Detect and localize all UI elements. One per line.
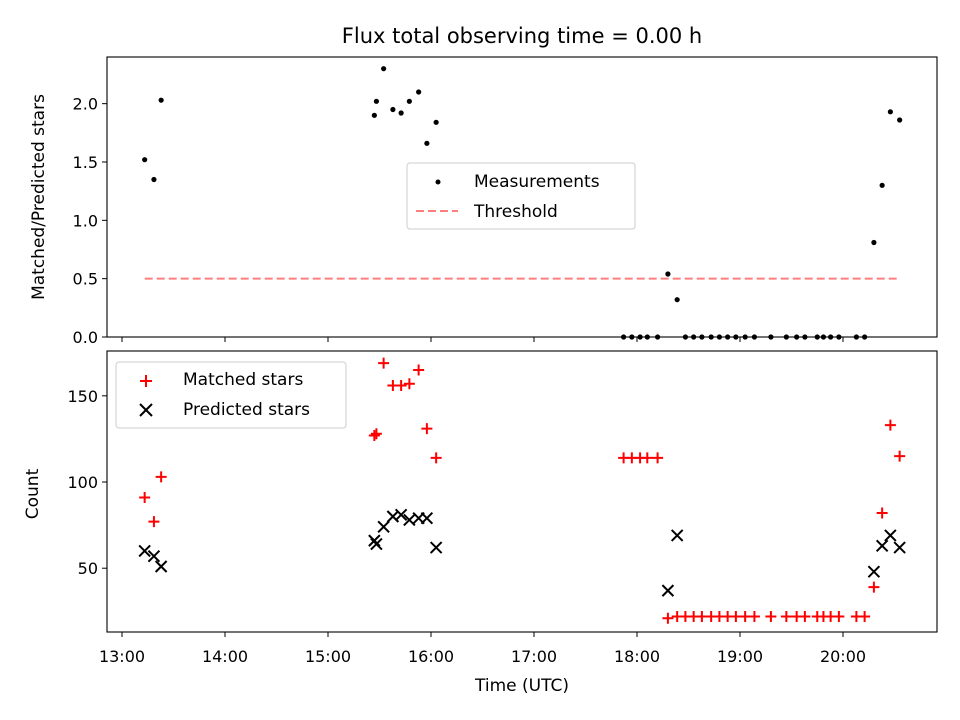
matched-star-point xyxy=(739,610,751,622)
predicted-star-point xyxy=(138,544,151,558)
predicted-star-point xyxy=(154,560,168,573)
top-panel-ylabel: Matched/Predicted stars xyxy=(29,94,49,300)
measurement-point xyxy=(381,66,387,72)
bottom-legend: Matched stars Predicted stars xyxy=(115,361,347,429)
x-tick-label: 19:00 xyxy=(717,647,763,666)
legend-label-matched-stars: Matched stars xyxy=(183,370,303,390)
matched-star-point xyxy=(652,452,664,464)
chart-title: Flux total observing time = 0.00 h xyxy=(342,24,702,48)
x-tick-label: 18:00 xyxy=(614,647,660,666)
measurement-point xyxy=(416,89,422,95)
matched-star-point xyxy=(859,610,871,622)
predicted-star-point xyxy=(884,529,897,542)
matched-star-point xyxy=(748,610,760,622)
x-tick-label: 16:00 xyxy=(408,647,454,666)
top-legend: Measurements Threshold xyxy=(406,162,636,230)
x-axis-label: Time (UTC) xyxy=(474,676,569,696)
y-tick-label: 2.0 xyxy=(73,95,98,114)
measurement-point xyxy=(871,239,877,246)
matched-star-point xyxy=(730,610,742,622)
matched-star-point xyxy=(780,610,792,622)
measurement-point xyxy=(424,140,430,146)
matched-star-point xyxy=(894,450,906,462)
measurement-point xyxy=(390,106,396,113)
predicted-star-point xyxy=(867,565,881,578)
measurement-point xyxy=(433,119,439,125)
predicted-star-point xyxy=(429,541,443,554)
measurement-point xyxy=(665,271,671,277)
measurement-point xyxy=(674,297,680,303)
matched-star-point xyxy=(139,492,151,504)
bottom-panel-frame xyxy=(106,350,938,633)
matched-star-point xyxy=(155,471,167,483)
y-tick-label: 0.5 xyxy=(73,270,98,289)
measurement-point xyxy=(142,157,148,163)
legend-label-threshold: Threshold xyxy=(473,202,558,222)
matched-star-point xyxy=(868,581,880,593)
predicted-star-point xyxy=(420,512,434,525)
x-tick-label: 14:00 xyxy=(202,647,248,666)
y-tick-label: 0.0 xyxy=(73,328,98,347)
matched-star-point xyxy=(148,516,160,528)
y-tick-label: 50 xyxy=(78,559,98,578)
predicted-star-point xyxy=(670,529,684,542)
measurement-point xyxy=(879,182,885,188)
predicted-star-point xyxy=(661,584,675,597)
top-panel-frame xyxy=(106,56,938,338)
matched-star-point xyxy=(833,610,845,622)
measurement-point xyxy=(398,110,404,116)
legend-label-measurements: Measurements xyxy=(474,172,600,192)
legend-marker-measurements xyxy=(435,179,441,185)
matched-star-point xyxy=(876,507,888,519)
matched-star-point xyxy=(430,452,442,464)
top-panel-y-ticks: 0.0 0.5 1.0 1.5 2.0 xyxy=(73,95,107,347)
predicted-star-point xyxy=(147,549,161,563)
matched-star-point xyxy=(403,378,415,390)
bottom-legend-frame xyxy=(115,361,347,429)
matched-star-point xyxy=(378,357,390,369)
predicted-star-point xyxy=(875,539,889,553)
x-tick-label: 20:00 xyxy=(820,647,866,666)
bottom-panel-y-ticks: 50 100 150 xyxy=(67,387,107,578)
matched-star-point xyxy=(421,423,433,435)
measurement-point xyxy=(151,176,157,183)
legend-marker-matched-stars xyxy=(140,375,152,387)
predicted-star-point xyxy=(394,508,408,521)
y-tick-label: 100 xyxy=(67,473,98,492)
x-tick-label: 17:00 xyxy=(511,647,557,666)
matched-star-point xyxy=(662,612,674,624)
x-axis-ticks: 13:00 14:00 15:00 16:00 17:00 18:00 19:00 20:00 xyxy=(99,337,866,666)
measurement-point xyxy=(371,112,377,118)
measurement-point xyxy=(897,117,903,123)
matched-star-point xyxy=(413,364,425,376)
top-legend-frame xyxy=(406,162,636,230)
legend-label-predicted-stars: Predicted stars xyxy=(183,400,310,420)
predicted-star-point xyxy=(893,541,906,554)
matched-star-point xyxy=(395,379,407,391)
bottom-panel-ylabel: Count xyxy=(23,468,43,519)
measurement-point xyxy=(887,109,893,115)
bottom-panel-marks xyxy=(138,357,906,624)
x-tick-label: 15:00 xyxy=(305,647,351,666)
legend-marker-predicted-stars xyxy=(139,403,153,417)
y-tick-label: 1.0 xyxy=(73,211,98,230)
predicted-star-point xyxy=(370,537,383,551)
matched-star-point xyxy=(765,610,777,622)
predicted-star-point xyxy=(377,520,390,534)
matched-star-point xyxy=(370,428,382,440)
measurement-point xyxy=(373,98,380,104)
measurement-point xyxy=(158,97,164,103)
matched-star-point xyxy=(884,419,896,431)
matched-star-point xyxy=(641,452,653,464)
matched-star-point xyxy=(696,610,708,622)
x-tick-label: 13:00 xyxy=(99,647,145,666)
y-tick-label: 1.5 xyxy=(73,153,98,172)
matched-star-point xyxy=(368,429,380,441)
matched-star-point xyxy=(799,610,811,622)
measurement-point xyxy=(406,98,412,104)
y-tick-label: 150 xyxy=(67,387,98,406)
